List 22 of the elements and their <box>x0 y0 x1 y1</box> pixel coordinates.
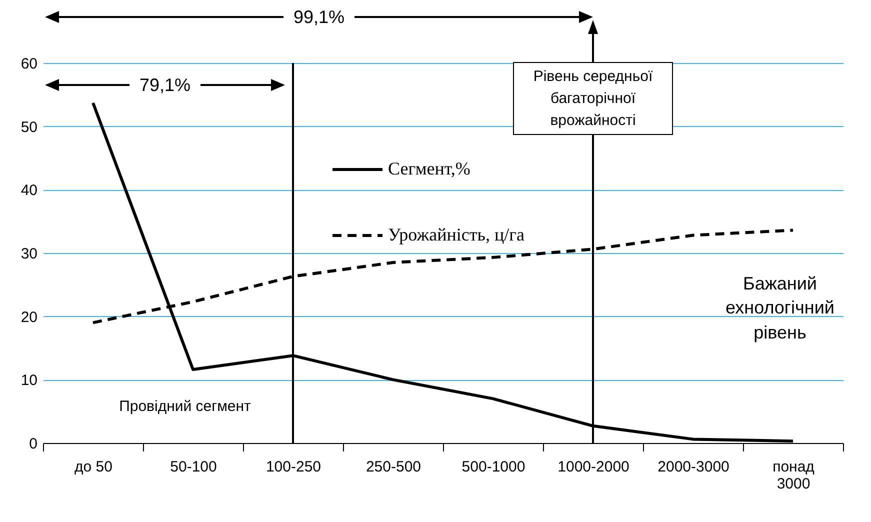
x-tick-label: 250-500 <box>366 458 422 476</box>
y-tick-label: 10 <box>20 372 38 390</box>
annotation: 79,1% <box>129 72 201 98</box>
x-tick-label: до 50 <box>74 458 112 476</box>
text: 99,1% <box>283 4 355 30</box>
y-tick-label: 50 <box>20 118 38 136</box>
annotation: Провідний сегмент <box>119 396 251 417</box>
x-tick-label: 1000-2000 <box>558 458 630 476</box>
y-tick-label: 30 <box>20 246 38 262</box>
y-tick-label: 60 <box>20 56 38 72</box>
x-tick-label: 500-1000 <box>462 458 526 476</box>
legend-label: Урожайність, ц/га <box>388 224 524 244</box>
y-tick-label: 0 <box>29 436 38 452</box>
x-tick-label: 100-250 <box>266 458 322 476</box>
annotation: Бажаний ехнологічний рівень <box>724 272 836 344</box>
ref-line-label: Рівень середньої багаторічної врожайності <box>513 62 673 136</box>
x-tick-label: понад 3000 <box>772 458 815 492</box>
y-tick-label: 40 <box>20 182 38 200</box>
legend-label: Сегмент,% <box>388 158 470 178</box>
y-tick-label: 20 <box>20 308 38 326</box>
x-tick-label: 50-100 <box>170 458 217 476</box>
x-tick-label: 2000-3000 <box>658 458 730 476</box>
